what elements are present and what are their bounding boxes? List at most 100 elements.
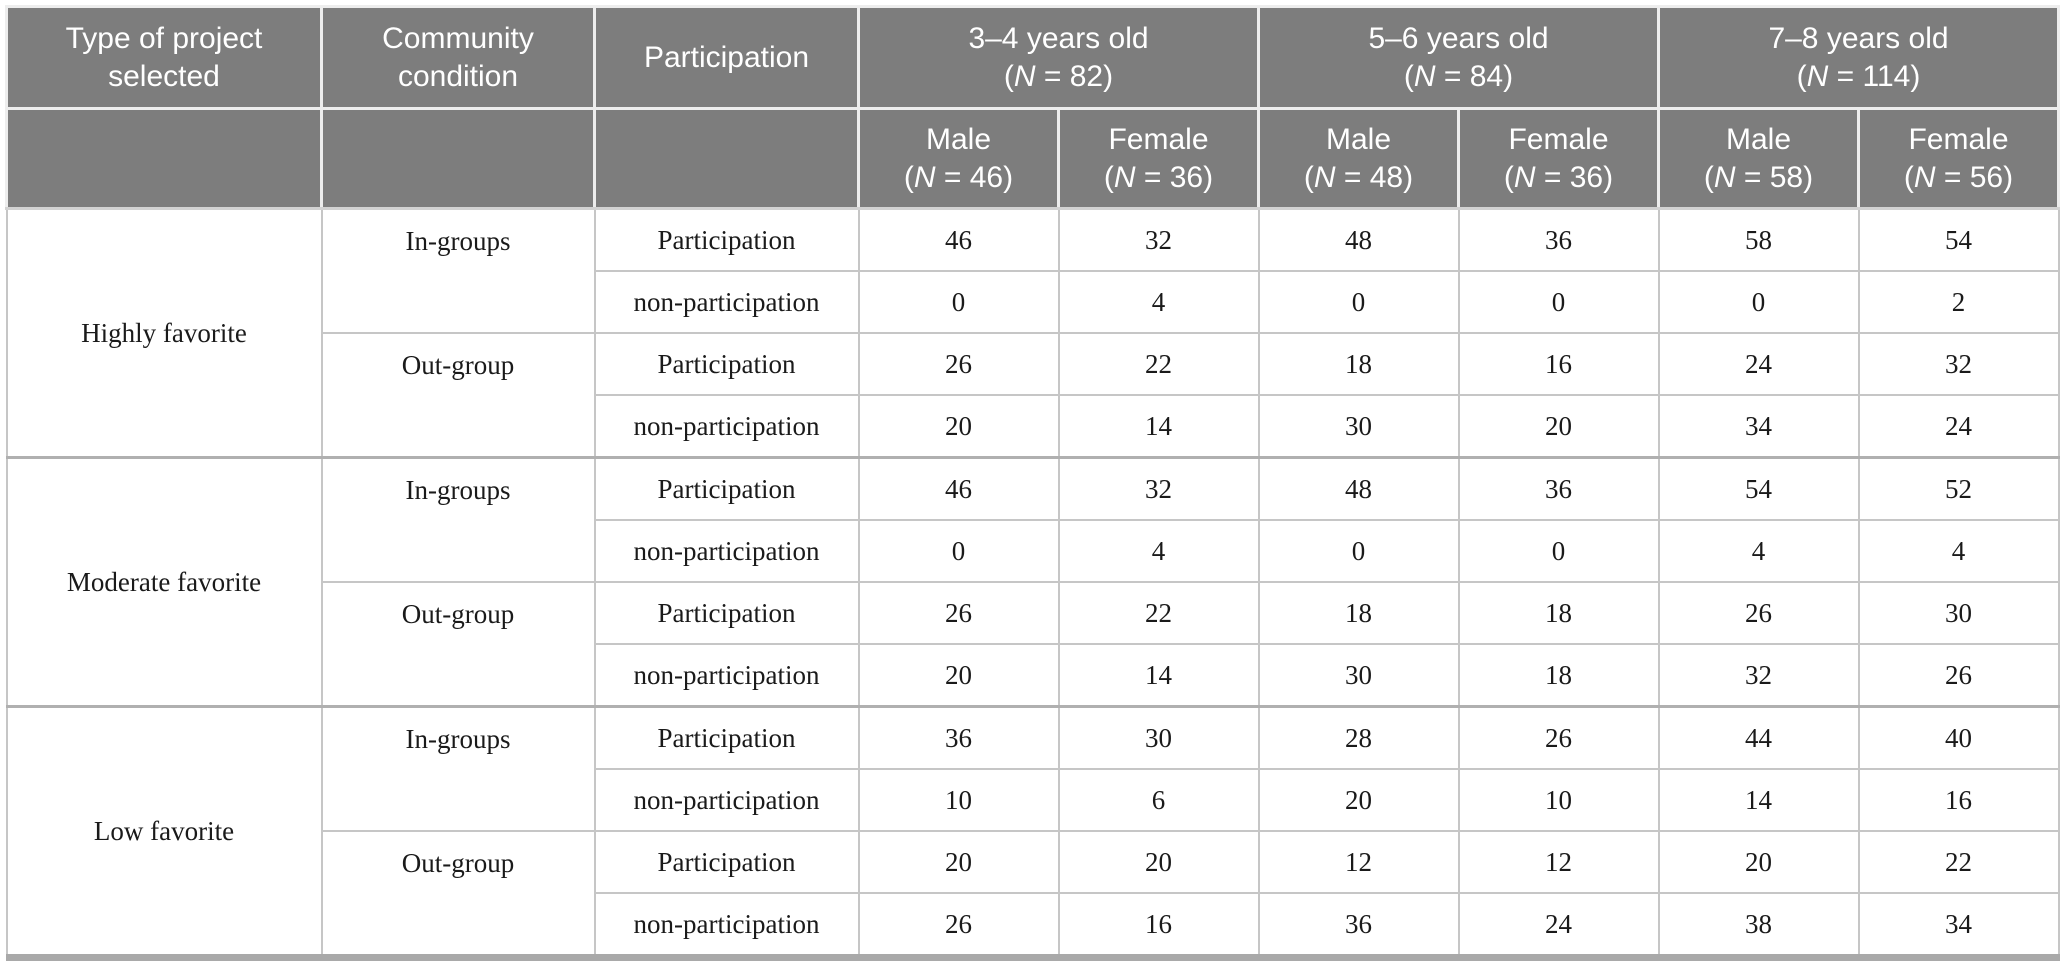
value-cell: 20 [857, 643, 1060, 708]
table-body: Highly favorite In-groups Participation … [5, 207, 2060, 959]
value-cell: 26 [1457, 705, 1660, 770]
value-cell: 34 [1857, 892, 2060, 959]
age-group-label: 7–8 years old [1768, 21, 1949, 55]
table-row: non-participation 10 6 20 10 14 16 [7, 768, 2060, 832]
header-type-of-project: Type of project selected [5, 5, 323, 110]
table-row: non-participation 0 4 0 0 4 4 [7, 519, 2060, 583]
sex-label: Male [1325, 122, 1392, 156]
value-cell: 24 [1857, 394, 2060, 459]
value-cell: 0 [1457, 270, 1660, 334]
value-cell: 2 [1857, 270, 2060, 334]
header-male-3-4: Male (N = 46) [857, 107, 1060, 210]
header-female-3-4: Female (N = 36) [1057, 107, 1260, 210]
value-cell: 18 [1257, 581, 1460, 645]
value-cell: 30 [1257, 394, 1460, 459]
value-cell: 14 [1657, 768, 1860, 832]
value-cell: 12 [1257, 830, 1460, 894]
value-cell: 22 [1057, 581, 1260, 645]
value-cell: 16 [1857, 768, 2060, 832]
value-cell: 26 [857, 332, 1060, 396]
value-cell: 20 [1057, 830, 1260, 894]
value-cell: 48 [1257, 456, 1460, 521]
value-cell: 32 [1657, 643, 1860, 708]
value-cell: 16 [1057, 892, 1260, 959]
header-spacer-project [5, 107, 323, 210]
age-group-n: (N = 114) [1796, 59, 1921, 93]
project-cell: Moderate favorite [5, 456, 323, 708]
value-cell: 0 [857, 270, 1060, 334]
table-row: Out-group Participation 20 20 12 12 20 2… [7, 830, 2060, 959]
sex-n: (N = 36) [1103, 160, 1214, 194]
table-row: Low favorite In-groups Participation 36 … [5, 705, 2060, 959]
value-cell: 4 [1857, 519, 2060, 583]
condition-cell: Out-group [320, 581, 596, 708]
value-cell: 12 [1457, 830, 1660, 894]
age-group-n: (N = 84) [1403, 59, 1514, 93]
value-cell: 54 [1857, 207, 2060, 272]
header-community-condition: Community condition [320, 5, 596, 110]
value-cell: 30 [1857, 581, 2060, 645]
age-group-label: 5–6 years old [1368, 21, 1549, 55]
participation-cell: Participation [593, 207, 860, 272]
sex-label: Female [1108, 122, 1209, 156]
participation-cell: Participation [593, 332, 860, 396]
header-row-1: Type of project selected Community condi… [5, 5, 2060, 110]
value-cell: 20 [857, 830, 1060, 894]
participation-cell: non-participation [593, 768, 860, 832]
value-cell: 46 [857, 456, 1060, 521]
header-female-5-6: Female (N = 36) [1457, 107, 1660, 210]
value-cell: 30 [1057, 705, 1260, 770]
value-cell: 24 [1457, 892, 1660, 959]
condition-cell: In-groups [320, 456, 596, 583]
value-cell: 16 [1457, 332, 1660, 396]
value-cell: 20 [1457, 394, 1660, 459]
value-cell: 10 [1457, 768, 1660, 832]
header-spacer-participation [593, 107, 860, 210]
condition-cell: Out-group [320, 830, 596, 959]
header-age-group-3-4: 3–4 years old (N = 82) [857, 5, 1260, 110]
participation-cell: Participation [593, 581, 860, 645]
header-female-7-8: Female (N = 56) [1857, 107, 2060, 210]
table-row: Highly favorite In-groups Participation … [5, 207, 2060, 459]
sex-label: Female [1508, 122, 1609, 156]
age-group-n: (N = 82) [1003, 59, 1114, 93]
table-container: Type of project selected Community condi… [5, 5, 2060, 961]
value-cell: 18 [1457, 643, 1660, 708]
table-row: Moderate favorite In-groups Participatio… [5, 456, 2060, 708]
value-cell: 36 [1257, 892, 1460, 959]
value-cell: 4 [1057, 270, 1260, 334]
header-male-7-8: Male (N = 58) [1657, 107, 1860, 210]
participation-cell: non-participation [593, 519, 860, 583]
value-cell: 30 [1257, 643, 1460, 708]
value-cell: 0 [1257, 519, 1460, 583]
header-row-2: Male (N = 46) Female (N = 36) Male (N = … [5, 107, 2060, 210]
value-cell: 40 [1857, 705, 2060, 770]
participation-cell: non-participation [593, 270, 860, 334]
value-cell: 6 [1057, 768, 1260, 832]
value-cell: 18 [1457, 581, 1660, 645]
value-cell: 36 [1457, 207, 1660, 272]
age-group-label: 3–4 years old [968, 21, 1149, 55]
participation-cell: non-participation [593, 394, 860, 459]
header-participation: Participation [593, 5, 860, 110]
participation-cell: Participation [593, 830, 860, 894]
value-cell: 22 [1857, 830, 2060, 894]
participation-cell: Participation [593, 456, 860, 521]
table-row: non-participation 20 14 30 20 34 24 [7, 394, 2060, 459]
table-row: non-participation 26 16 36 24 38 34 [7, 892, 2060, 959]
value-cell: 0 [1657, 270, 1860, 334]
value-cell: 20 [1657, 830, 1860, 894]
sex-n: (N = 48) [1303, 160, 1414, 194]
value-cell: 58 [1657, 207, 1860, 272]
table-row: non-participation 20 14 30 18 32 26 [7, 643, 2060, 708]
value-cell: 32 [1057, 207, 1260, 272]
value-cell: 36 [857, 705, 1060, 770]
condition-cell: Out-group [320, 332, 596, 459]
value-cell: 20 [857, 394, 1060, 459]
value-cell: 14 [1057, 643, 1260, 708]
table-row: Out-group Participation 26 22 18 16 24 3… [7, 332, 2060, 459]
sex-label: Male [925, 122, 992, 156]
header-spacer-community [320, 107, 596, 210]
condition-cell: In-groups [320, 705, 596, 832]
table-row: Out-group Participation 26 22 18 18 26 3… [7, 581, 2060, 708]
